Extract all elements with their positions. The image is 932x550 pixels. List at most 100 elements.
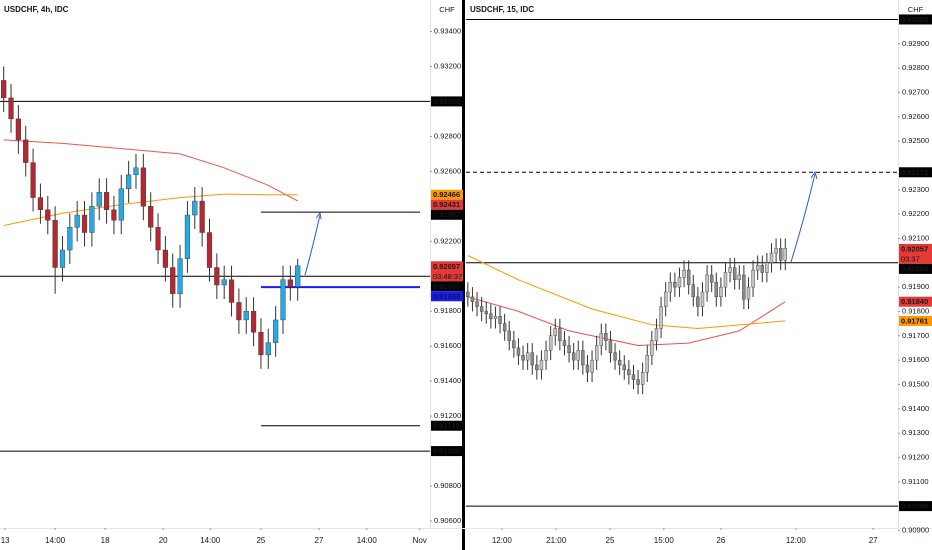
candle-body xyxy=(236,302,242,321)
x-tick-label: 14:00 xyxy=(357,536,378,545)
candle-body xyxy=(663,291,668,307)
x-tick-label: 13 xyxy=(1,536,10,545)
x-tick-label: 20 xyxy=(159,536,168,545)
y-tick-label: 0.92200 xyxy=(434,236,461,245)
candle-body xyxy=(133,167,139,176)
candle-body xyxy=(214,267,220,286)
candle-body xyxy=(539,359,544,371)
candle-body xyxy=(470,296,475,302)
candle-body xyxy=(567,345,571,354)
y-tick-label: 0.92800 xyxy=(902,63,929,72)
candle-body xyxy=(475,301,479,307)
moving-average xyxy=(467,255,786,330)
x-tick-label: 27 xyxy=(315,536,324,545)
countdown-label: 03:37 xyxy=(901,254,920,263)
candle-body xyxy=(140,167,146,207)
candle-body xyxy=(30,162,36,198)
price-label: 0.92431 xyxy=(433,200,460,209)
x-tick-label: 12:00 xyxy=(492,536,513,545)
moving-average xyxy=(3,139,298,202)
price-label-box xyxy=(431,199,463,210)
candle-body xyxy=(705,274,709,293)
candle-body xyxy=(521,355,525,361)
candle-body xyxy=(732,267,737,281)
price-label: 0.92367 xyxy=(433,210,460,219)
candle-body xyxy=(769,252,774,263)
candle-body xyxy=(627,369,631,375)
candle-body xyxy=(645,355,649,373)
y-tick-label: 0.92300 xyxy=(902,185,929,194)
candle-body xyxy=(81,214,88,233)
candle-body xyxy=(206,232,213,268)
price-label: 0.91000 xyxy=(433,447,460,456)
candle-body xyxy=(755,265,760,271)
candle-body xyxy=(273,319,279,343)
price-label: 0.93000 xyxy=(901,15,928,24)
candle-body xyxy=(636,379,640,385)
candle-body xyxy=(783,247,787,261)
candle-body xyxy=(558,328,562,341)
candle-body xyxy=(617,359,622,366)
candle-body xyxy=(696,296,700,307)
candle-body xyxy=(258,331,264,356)
candle-body xyxy=(493,316,498,319)
candle-body xyxy=(74,214,80,228)
candle-body xyxy=(682,269,686,278)
candle-body xyxy=(280,279,286,321)
x-tick-label: 27 xyxy=(869,536,878,545)
candle-body xyxy=(295,265,301,287)
y-tick-label: 0.92800 xyxy=(434,131,461,140)
candle-body xyxy=(709,274,714,283)
candle-body xyxy=(659,306,663,329)
chart-title: USDCHF, 15, IDC xyxy=(470,5,534,14)
candle-body xyxy=(512,340,516,349)
arrow-head xyxy=(315,211,322,220)
candle-body xyxy=(631,374,636,380)
candle-body xyxy=(192,200,198,216)
candle-body xyxy=(45,209,51,221)
price-label-box xyxy=(431,96,463,107)
candle-body xyxy=(622,364,626,371)
candle-body xyxy=(489,313,493,319)
y-tick-label: 0.92600 xyxy=(902,112,929,121)
candle-body xyxy=(502,323,507,332)
candle-body xyxy=(535,364,539,371)
candle-body xyxy=(737,274,741,281)
candle-body xyxy=(677,277,682,288)
candle-body xyxy=(89,206,95,233)
candle-body xyxy=(548,335,553,351)
candle-body xyxy=(613,352,617,361)
price-label-box xyxy=(431,446,463,457)
y-tick-label: 0.90900 xyxy=(902,525,929,534)
moving-average xyxy=(467,296,786,347)
candle-body xyxy=(228,279,235,303)
price-label-box xyxy=(899,167,932,178)
candle-body xyxy=(126,174,132,190)
price-label-box xyxy=(431,261,463,282)
candle-body xyxy=(673,282,677,288)
candle-body xyxy=(700,291,705,307)
price-label-box xyxy=(431,420,463,431)
candle-body xyxy=(498,316,502,324)
price-label: 0.91000 xyxy=(901,502,928,511)
candle-body xyxy=(251,311,257,333)
y-tick-label: 0.90600 xyxy=(434,516,461,525)
x-tick-label: 26 xyxy=(716,536,725,545)
price-label: 0.93000 xyxy=(433,97,460,106)
chart-title: USDCHF, 4h, IDC xyxy=(4,5,69,14)
candle-body xyxy=(728,267,732,273)
candle-body xyxy=(765,262,769,273)
candle-body xyxy=(15,118,21,141)
y-tick-label: 0.92600 xyxy=(434,166,461,175)
candle-body xyxy=(148,206,154,228)
candle-body xyxy=(516,347,521,356)
price-label: 0.91145 xyxy=(433,421,460,430)
x-tick-label: 25 xyxy=(606,536,615,545)
y-tick-label: 0.91600 xyxy=(902,355,929,364)
candle-body xyxy=(774,247,778,254)
candle-body xyxy=(654,328,659,341)
candle-body xyxy=(23,139,29,163)
projection-arrow xyxy=(790,173,816,263)
candle-body xyxy=(585,364,590,373)
price-label-box xyxy=(431,209,463,220)
